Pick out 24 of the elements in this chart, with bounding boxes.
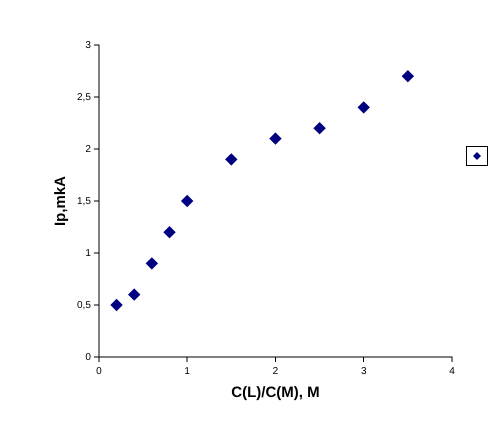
point [269, 132, 282, 145]
y-axis-title: Ip,mkA [52, 176, 70, 226]
y-tick-label: 3 [85, 40, 92, 51]
point [164, 226, 176, 238]
point [181, 195, 194, 207]
x-axis-title: C(L)/C(M), M [231, 384, 320, 402]
point [110, 299, 123, 311]
y-tick-label: 2 [85, 144, 92, 155]
point [225, 153, 238, 166]
y-tick-label: 0,5 [76, 300, 92, 311]
x-tick-label: 4 [449, 366, 456, 377]
x-tick-label: 1 [184, 366, 190, 377]
point [128, 288, 140, 301]
y-tick-label: 1,5 [76, 196, 92, 207]
point [314, 122, 326, 134]
point [358, 101, 370, 114]
x-tick-label: 0 [96, 366, 102, 377]
y-tick-label: 1 [85, 248, 92, 259]
point [146, 257, 158, 270]
y-tick-label: 2,5 [76, 92, 92, 103]
x-tick-label: 2 [272, 366, 279, 377]
point [402, 70, 414, 82]
y-tick-label: 0 [85, 352, 92, 363]
x-tick-label: 3 [360, 366, 367, 377]
